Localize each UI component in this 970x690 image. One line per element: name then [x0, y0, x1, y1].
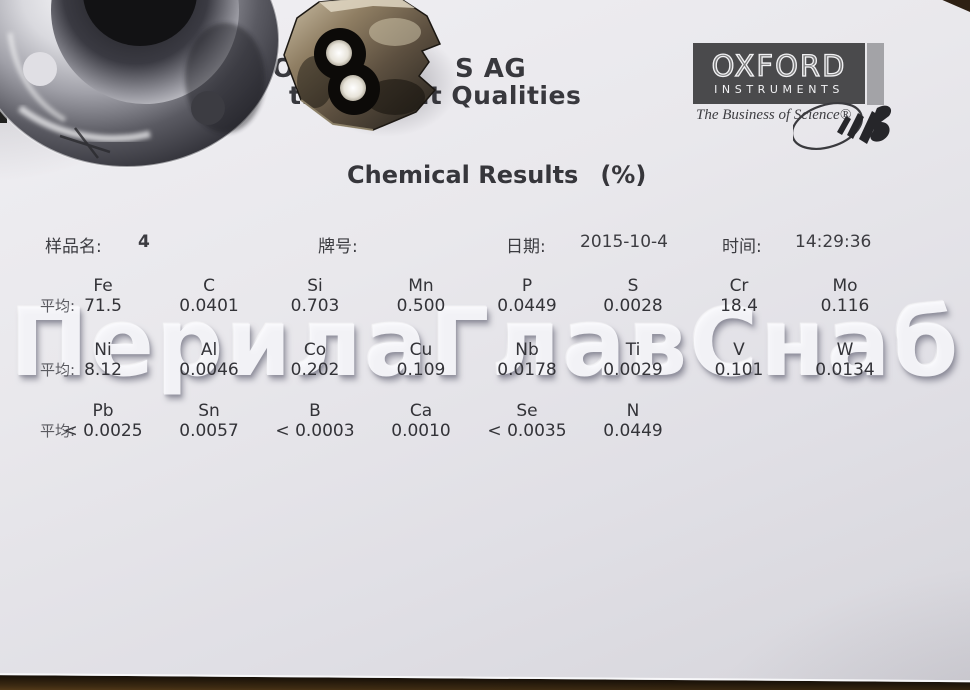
element-symbol: S — [627, 276, 639, 296]
element-value: 71.5 — [84, 296, 122, 316]
element-header-row: Fe C Si Mn P S Cr Mo — [50, 276, 898, 296]
letterhead-line1-right: S AG — [455, 54, 527, 84]
date-label: 日期: — [506, 237, 546, 257]
element-symbol: Mo — [832, 276, 858, 296]
date-value: 2015-10-4 — [580, 232, 668, 252]
sample-name-value: 4 — [138, 232, 150, 252]
element-symbol: Si — [307, 276, 323, 296]
oxford-logo: OXFORD INSTRUMENTS — [693, 43, 865, 104]
element-value: < 0.0025 — [63, 421, 143, 441]
element-value: 0.0046 — [179, 360, 239, 380]
element-symbol: V — [733, 340, 745, 360]
element-header-row: Ni Al Co Cu Nb Ti V W — [50, 340, 898, 360]
element-value: 0.0449 — [497, 296, 557, 316]
element-symbol: Ti — [625, 340, 641, 360]
oxford-logo-subname: INSTRUMENTS — [714, 83, 844, 96]
element-symbol: Cu — [409, 340, 433, 360]
element-symbol: P — [521, 276, 533, 296]
element-symbol: W — [836, 340, 854, 360]
element-symbol: Sn — [198, 401, 220, 421]
grade-label: 牌号: — [318, 237, 358, 257]
element-value: 0.0010 — [391, 421, 451, 441]
sample-name-label: 样品名: — [45, 237, 102, 257]
element-value: 0.0178 — [497, 360, 557, 380]
oxford-logo-wordmark: OXFORD — [711, 49, 847, 83]
average-label: 平均: — [40, 297, 76, 315]
element-symbol: Se — [516, 401, 538, 421]
watermark-text: ПерилаГлавСнаб — [9, 289, 961, 398]
element-symbol: Ca — [409, 401, 433, 421]
element-symbol: B — [309, 401, 321, 421]
oxford-swirl-mark-icon — [793, 102, 892, 150]
element-value-row: 8.12 0.0046 0.202 0.109 0.0178 0.0029 0.101 0.0… — [50, 360, 898, 380]
element-value: 0.0028 — [603, 296, 663, 316]
report-title: Chemical Results (%) — [347, 161, 646, 189]
element-value: 8.12 — [84, 360, 122, 380]
report-title-unit: (%) — [600, 161, 647, 189]
element-symbol: N — [626, 401, 640, 421]
element-value: 18.4 — [720, 296, 758, 316]
element-value: 0.101 — [714, 360, 764, 380]
element-value-row: < 0.0025 0.0057 < 0.0003 0.0010 < 0.0035 0.04… — [50, 421, 898, 441]
element-symbol: Fe — [93, 276, 113, 296]
oxford-logo-tagline: The Business of Science® — [696, 107, 852, 123]
element-value: 0.202 — [290, 360, 340, 380]
element-value: 0.0057 — [179, 421, 239, 441]
element-value: 0.109 — [396, 360, 446, 380]
element-value: 0.0449 — [603, 421, 663, 441]
element-value-row: 71.5 0.0401 0.703 0.500 0.0449 0.0028 18.4 0.11… — [50, 296, 898, 316]
element-symbol: C — [203, 276, 215, 296]
average-label: 平均: — [40, 422, 76, 440]
chrome-flange-object — [0, 0, 280, 168]
element-value: 0.0134 — [815, 360, 875, 380]
element-value: < 0.0035 — [487, 421, 567, 441]
element-symbol: Co — [303, 340, 327, 360]
element-symbol: Ni — [94, 340, 112, 360]
element-value: 0.116 — [820, 296, 870, 316]
element-value: 0.500 — [396, 296, 446, 316]
oxford-logo-gray-bar — [867, 43, 884, 105]
broken-sample-piece-object — [283, 0, 442, 131]
time-label: 时间: — [722, 237, 762, 257]
time-value: 14:29:36 — [795, 232, 872, 252]
element-symbol: Mn — [408, 276, 434, 296]
element-header-row: Pb Sn B Ca Se N — [50, 401, 898, 421]
element-symbol: Cr — [729, 276, 749, 296]
average-label: 平均: — [40, 361, 76, 379]
element-symbol: Al — [200, 340, 218, 360]
element-symbol: Nb — [515, 340, 539, 360]
element-symbol: Pb — [92, 401, 114, 421]
element-value: < 0.0003 — [275, 421, 355, 441]
report-title-main: Chemical Results — [347, 161, 579, 189]
element-value: 0.0401 — [179, 296, 239, 316]
element-value: 0.703 — [290, 296, 340, 316]
element-value: 0.0029 — [603, 360, 663, 380]
